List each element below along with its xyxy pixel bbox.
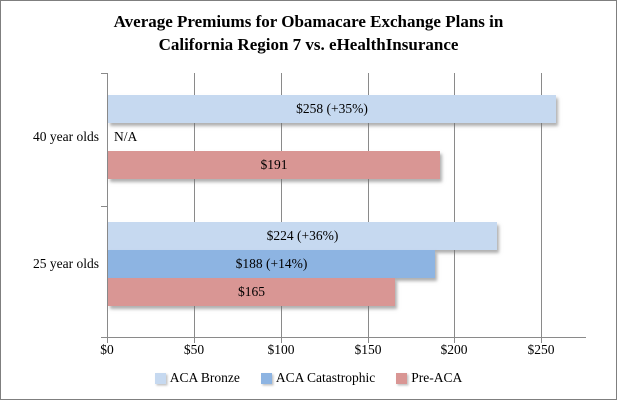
bar-value-label: $191 xyxy=(260,157,288,172)
legend-item-pre-aca: Pre-ACA xyxy=(396,370,462,386)
bar-pre-aca-25-year-olds xyxy=(108,278,395,306)
x-axis-tick xyxy=(454,338,455,343)
gridline xyxy=(368,73,369,338)
x-axis-tick xyxy=(541,338,542,343)
bar-aca-catastrophic-25-year-olds xyxy=(108,250,435,278)
x-axis-tick xyxy=(194,338,195,343)
legend-label-aca-bronze: ACA Bronze xyxy=(169,370,240,385)
bar-pre-aca-40-year-olds xyxy=(108,151,440,179)
chart-title-line2: California Region 7 vs. eHealthInsurance xyxy=(158,35,459,54)
x-tick-label: $0 xyxy=(100,342,114,357)
bar-value-label: $165 xyxy=(238,284,265,299)
value-axis-line xyxy=(107,337,586,338)
gridline xyxy=(281,73,282,338)
legend-swatch-aca-bronze xyxy=(154,372,166,384)
x-tick-label: $200 xyxy=(440,342,468,357)
category-label-40-year-olds: 40 year olds xyxy=(33,129,99,144)
legend-swatch-pre-aca xyxy=(396,372,408,384)
legend-item-aca-catastrophic: ACA Catastrophic xyxy=(260,370,376,386)
gridline xyxy=(541,73,542,338)
legend: ACA Bronze ACA Catastrophic Pre-ACA xyxy=(1,367,616,389)
bar-value-label: $188 (+14%) xyxy=(235,256,308,271)
legend-label-pre-aca: Pre-ACA xyxy=(411,370,463,385)
gridline xyxy=(194,73,195,338)
category-axis-tick xyxy=(101,337,107,338)
category-axis-tick xyxy=(101,73,107,74)
x-axis-tick xyxy=(281,338,282,343)
category-axis-tick xyxy=(101,206,107,207)
legend-swatch-aca-catastrophic xyxy=(260,372,272,384)
bar-value-label: $224 (+36%) xyxy=(266,228,339,243)
x-tick-label: $50 xyxy=(183,342,205,357)
category-label-25-year-olds: 25 year olds xyxy=(33,256,99,271)
bar-aca-bronze-25-year-olds xyxy=(108,222,497,250)
plot-area: $258 (+35%) N/A $191 $224 (+36%) $188 (+14%)… xyxy=(101,73,586,343)
x-tick-label: $150 xyxy=(354,342,382,357)
na-label: N/A xyxy=(114,129,138,144)
category-axis-line xyxy=(107,73,108,338)
bar-aca-bronze-40-year-olds xyxy=(108,95,556,123)
gridline xyxy=(454,73,455,338)
x-tick-label: $250 xyxy=(527,342,555,357)
x-axis-tick xyxy=(368,338,369,343)
x-tick-label: $100 xyxy=(267,342,295,357)
chart-title-line1: Average Premiums for Obamacare Exchange … xyxy=(113,12,504,31)
legend-label-aca-catastrophic: ACA Catastrophic xyxy=(275,370,376,385)
x-axis-tick xyxy=(107,338,108,343)
bar-value-label: $258 (+35%) xyxy=(296,101,368,116)
legend-item-aca-bronze: ACA Bronze xyxy=(154,370,240,386)
chart-title: Average Premiums for Obamacare Exchange … xyxy=(1,10,616,56)
